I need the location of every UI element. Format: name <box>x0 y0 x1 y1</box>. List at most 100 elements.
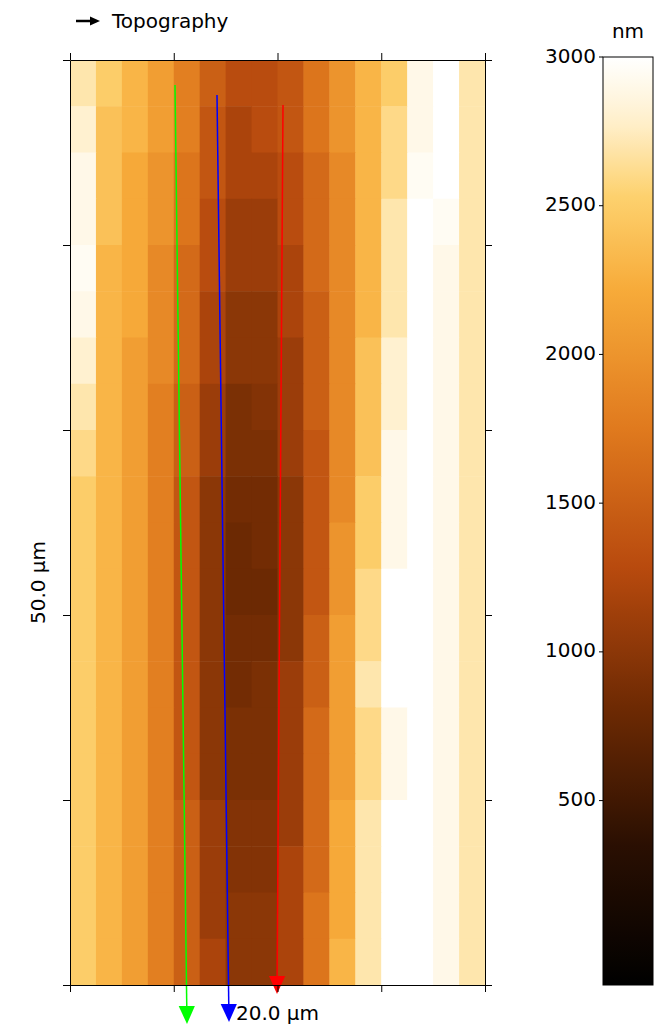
cell <box>355 800 381 847</box>
tick <box>174 53 175 60</box>
cell <box>148 245 174 292</box>
cell <box>252 846 278 893</box>
cell <box>433 800 459 847</box>
tick <box>174 985 175 992</box>
cell <box>278 754 304 801</box>
cell <box>433 893 459 940</box>
tick <box>63 60 70 61</box>
cell <box>329 893 355 940</box>
cell <box>355 338 381 385</box>
tick-mark <box>174 985 175 992</box>
cell <box>70 893 96 940</box>
cell <box>226 893 252 940</box>
cell <box>278 523 304 570</box>
axis-line <box>485 61 486 986</box>
cell <box>407 615 433 662</box>
cell <box>303 153 329 200</box>
cell <box>381 291 407 338</box>
cell <box>303 661 329 708</box>
cell <box>278 893 304 940</box>
cell <box>433 661 459 708</box>
cell <box>148 384 174 431</box>
cell <box>459 846 485 893</box>
cell <box>407 708 433 755</box>
cell <box>407 106 433 153</box>
cell <box>459 615 485 662</box>
cell <box>226 245 252 292</box>
cell <box>381 153 407 200</box>
cell <box>329 476 355 523</box>
cell <box>303 523 329 570</box>
cell <box>252 245 278 292</box>
tick-mark <box>278 985 279 992</box>
cell <box>329 846 355 893</box>
cell <box>303 708 329 755</box>
cell <box>226 153 252 200</box>
cell <box>122 338 148 385</box>
colorbar-tick-label: 2000 <box>545 341 596 365</box>
cell <box>433 430 459 477</box>
cell <box>148 846 174 893</box>
cell <box>355 615 381 662</box>
cell <box>433 846 459 893</box>
cell <box>226 106 252 153</box>
cell <box>381 384 407 431</box>
cell <box>226 846 252 893</box>
cell <box>381 939 407 985</box>
cell <box>329 199 355 246</box>
cell <box>70 476 96 523</box>
cell <box>459 800 485 847</box>
cell <box>70 615 96 662</box>
cell <box>96 569 122 616</box>
cell <box>278 708 304 755</box>
colorbar-tick-label: 1500 <box>545 490 596 514</box>
x-axis-title: 20.0 µm <box>236 1001 319 1025</box>
cell <box>355 199 381 246</box>
cell <box>200 708 226 755</box>
tick <box>63 615 70 616</box>
cell <box>122 384 148 431</box>
cell <box>355 106 381 153</box>
cell <box>96 846 122 893</box>
cell <box>200 106 226 153</box>
tick-mark <box>63 800 70 801</box>
cell <box>278 846 304 893</box>
cell <box>252 800 278 847</box>
cell <box>252 569 278 616</box>
cell <box>355 153 381 200</box>
cell <box>252 754 278 801</box>
colorbar-axis: 50010001500200025003000 <box>545 44 603 812</box>
tick <box>278 53 279 60</box>
cell <box>407 476 433 523</box>
y-axis <box>63 61 71 986</box>
cell <box>174 893 200 940</box>
colorbar-tick-label: 1000 <box>545 638 596 662</box>
tick <box>63 430 70 431</box>
cell <box>226 615 252 662</box>
cell <box>433 523 459 570</box>
cell <box>433 199 459 246</box>
cell <box>226 384 252 431</box>
cell <box>433 708 459 755</box>
cell <box>148 153 174 200</box>
cell <box>200 615 226 662</box>
cell <box>381 523 407 570</box>
cell <box>200 338 226 385</box>
cell <box>355 430 381 477</box>
cell <box>329 245 355 292</box>
cell <box>459 199 485 246</box>
cell <box>303 615 329 662</box>
cell <box>303 338 329 385</box>
colorbar-tick-label: 2500 <box>545 192 596 216</box>
cell <box>96 60 122 107</box>
cell <box>226 939 252 985</box>
x-axis-top <box>71 53 486 61</box>
arrow-head <box>179 1006 195 1024</box>
cell <box>303 106 329 153</box>
cell <box>329 708 355 755</box>
cell <box>122 60 148 107</box>
cell <box>381 615 407 662</box>
cell <box>407 800 433 847</box>
cell <box>459 338 485 385</box>
tick-mark <box>485 430 492 431</box>
